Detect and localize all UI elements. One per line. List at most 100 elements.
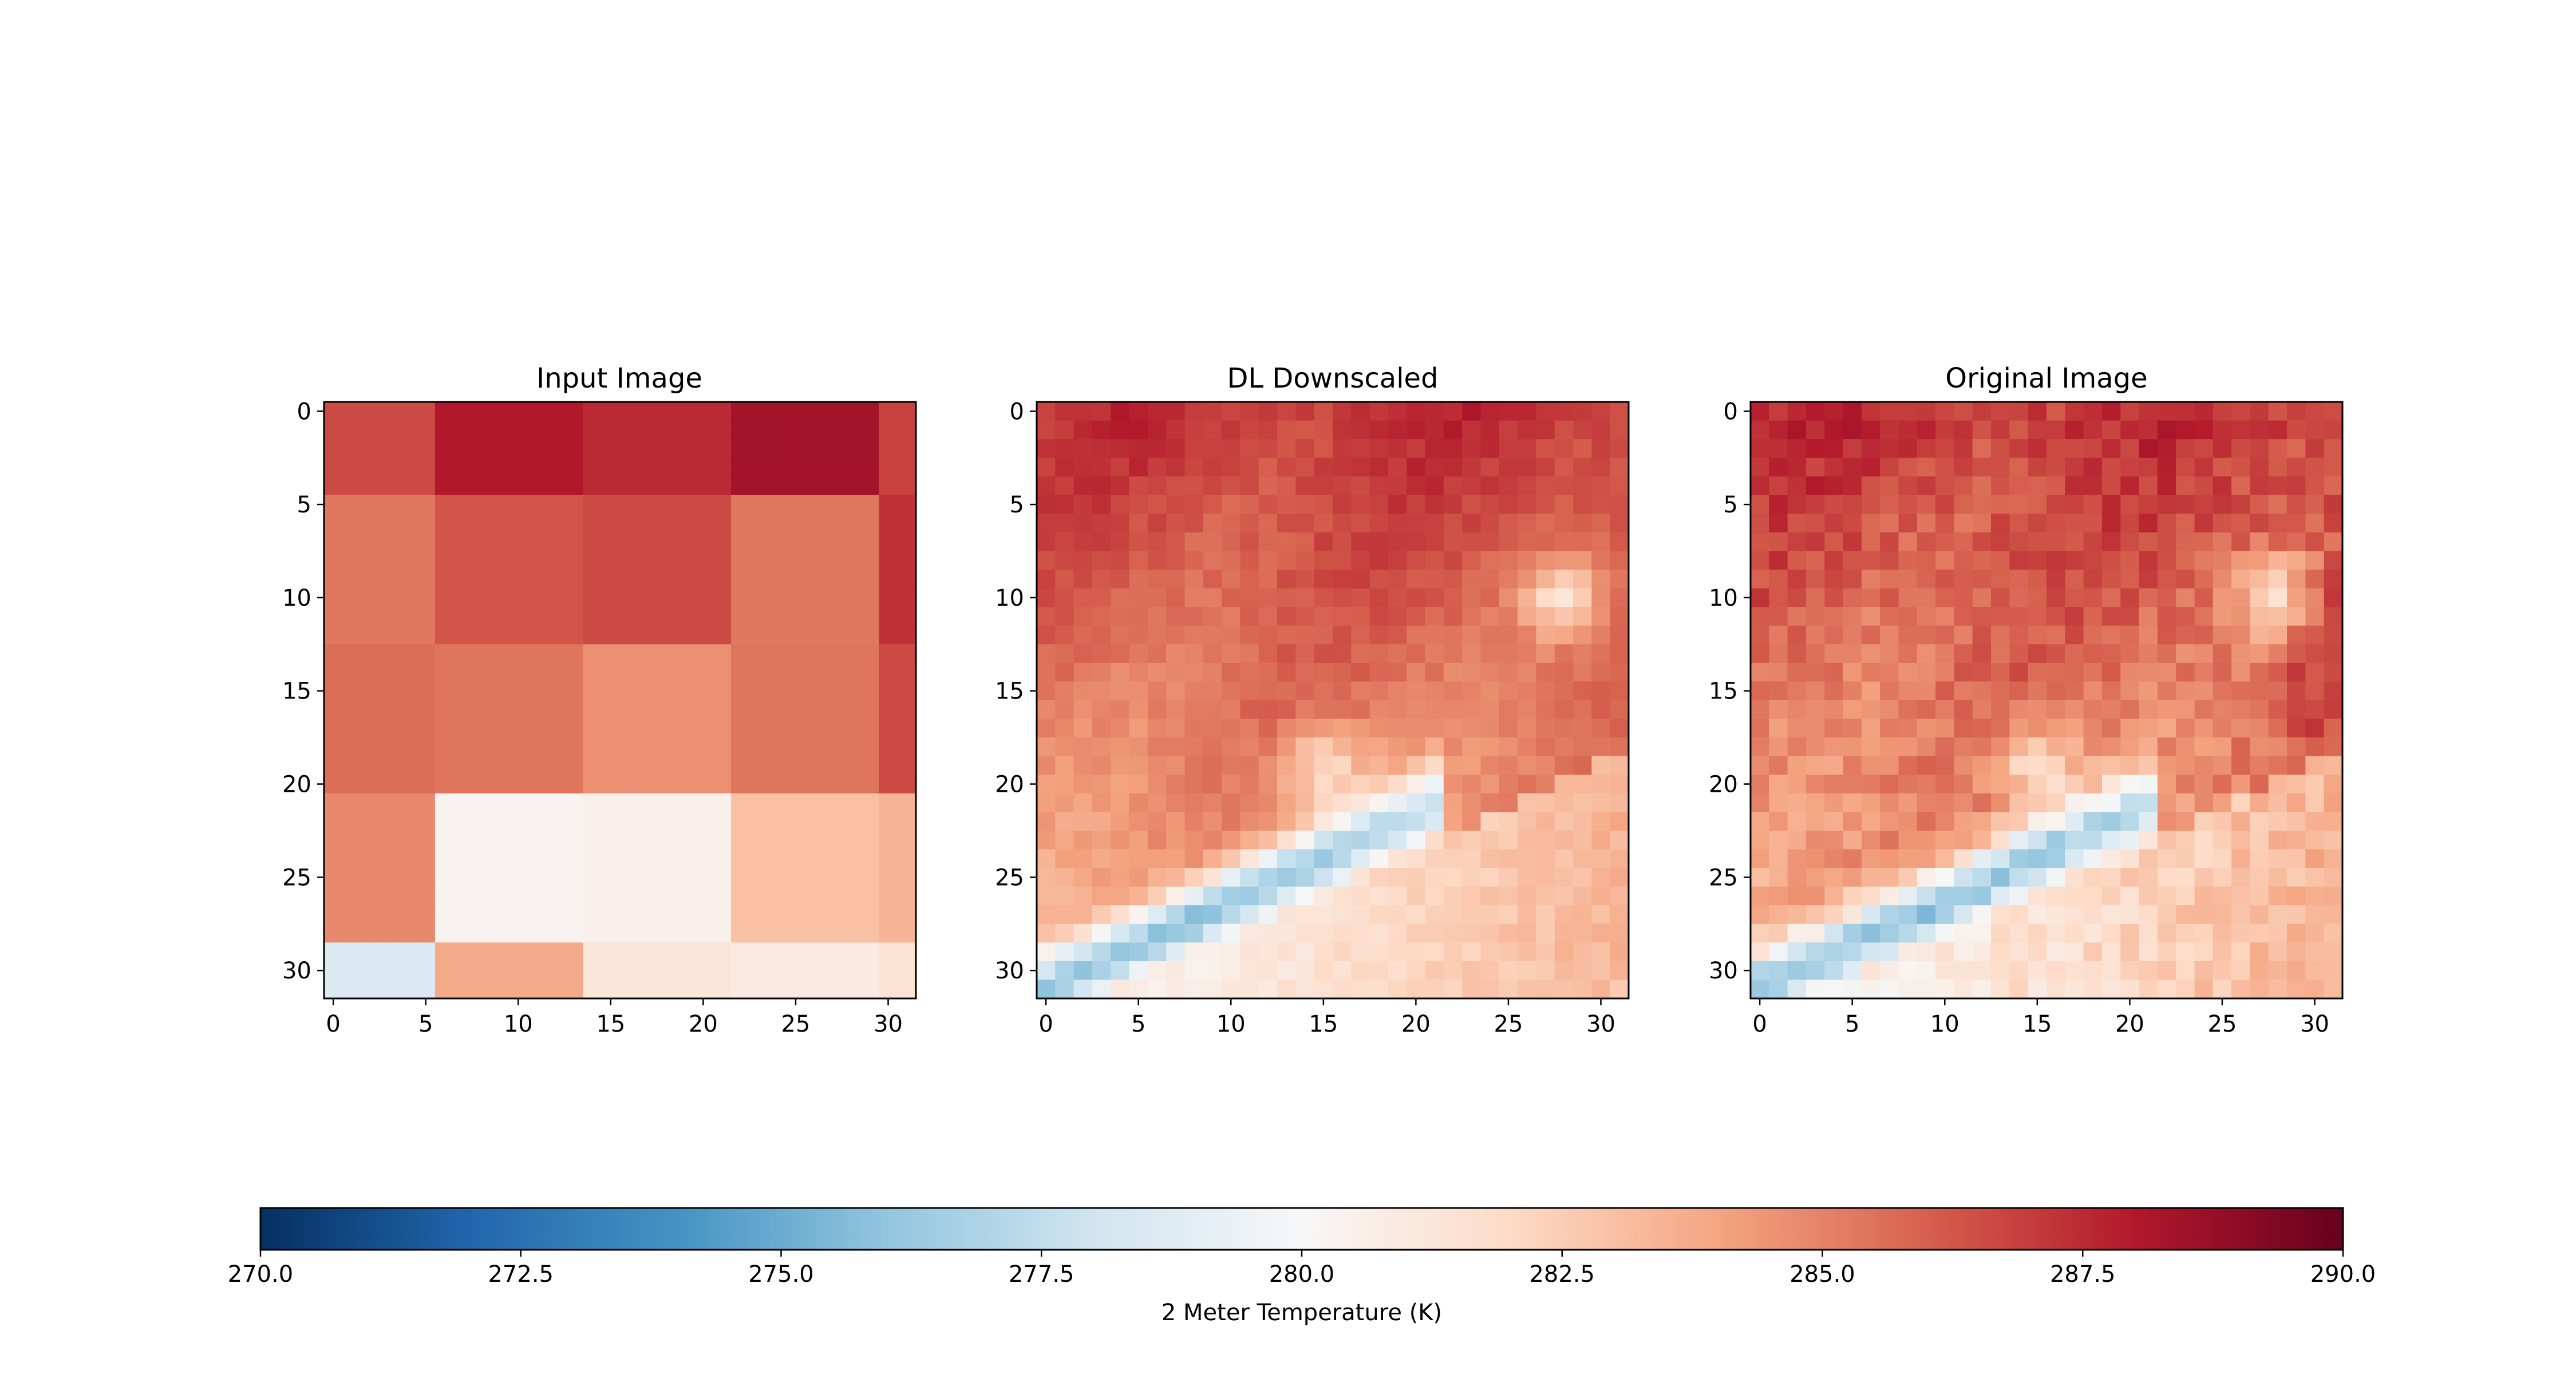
heatmap-cell <box>1861 588 1880 607</box>
heatmap-cell <box>2212 849 2232 868</box>
heatmap-cell <box>1861 923 1880 943</box>
heatmap-cell <box>1055 756 1074 775</box>
heatmap-cell <box>2176 961 2195 981</box>
heatmap-cell <box>601 625 621 645</box>
heatmap-cell <box>638 457 658 477</box>
heatmap-cell <box>453 681 473 701</box>
heatmap-cell <box>2324 905 2343 925</box>
heatmap-cell <box>2083 514 2103 533</box>
heatmap-cell <box>2157 737 2176 757</box>
heatmap-cell <box>1935 514 1955 533</box>
heatmap-cell <box>1443 551 1463 570</box>
heatmap-cell <box>805 905 824 925</box>
heatmap-cell <box>1443 514 1463 533</box>
heatmap-cell <box>324 457 343 477</box>
heatmap-cell <box>1880 588 1899 607</box>
heatmap-cell <box>1055 868 1074 887</box>
heatmap-cell <box>1898 718 1918 738</box>
heatmap-cell <box>2212 439 2232 459</box>
heatmap-cell <box>1203 923 1222 943</box>
heatmap-cell <box>1769 830 1788 850</box>
heatmap-cell <box>1277 532 1296 552</box>
heatmap-cell <box>1092 905 1111 925</box>
heatmap-cell <box>1805 700 1825 720</box>
x-tick-label: 15 <box>2022 1011 2052 1037</box>
heatmap-cell <box>1055 625 1074 645</box>
heatmap-cell <box>1443 775 1463 794</box>
heatmap-cell <box>527 662 547 682</box>
heatmap-cell <box>398 830 417 850</box>
heatmap-cell <box>657 588 676 607</box>
heatmap-cell <box>712 476 732 496</box>
heatmap-cell <box>601 775 621 794</box>
heatmap-cell <box>1769 923 1788 943</box>
heatmap-cell <box>2009 588 2029 607</box>
heatmap-cell <box>2009 700 2029 720</box>
heatmap-cell <box>1425 905 1444 925</box>
heatmap-cell <box>1769 439 1788 459</box>
heatmap-cell <box>2083 923 2103 943</box>
heatmap-cell <box>342 849 362 868</box>
heatmap-cell <box>694 457 713 477</box>
heatmap-cell <box>1037 980 1056 999</box>
heatmap-cell <box>2176 942 2195 962</box>
heatmap-cell <box>2287 420 2306 440</box>
heatmap-cell <box>324 588 343 607</box>
heatmap-cell <box>749 420 769 440</box>
heatmap-cell <box>1277 681 1296 701</box>
heatmap-cell <box>823 532 843 552</box>
heatmap-cell <box>1406 942 1426 962</box>
heatmap-cell <box>620 625 639 645</box>
heatmap-cell <box>1425 457 1444 477</box>
heatmap-cell <box>2046 644 2065 664</box>
heatmap-cell <box>583 476 602 496</box>
heatmap-cell <box>1499 514 1518 533</box>
heatmap-cell <box>2065 812 2084 831</box>
heatmap-cell <box>2212 551 2232 570</box>
heatmap-cell <box>490 812 509 831</box>
heatmap-cell <box>1573 756 1592 775</box>
heatmap-cell <box>546 793 565 812</box>
heatmap-cell <box>527 756 547 775</box>
heatmap-cell <box>1351 868 1370 887</box>
colorbar-tick-label: 270.0 <box>228 1261 294 1288</box>
heatmap-cell <box>342 662 362 682</box>
heatmap-cell <box>379 942 398 962</box>
heatmap-cell <box>1425 923 1444 943</box>
heatmap-cell <box>1480 588 1500 607</box>
heatmap-cell <box>897 662 916 682</box>
heatmap-cell <box>879 439 898 459</box>
heatmap-cell <box>805 644 824 664</box>
heatmap-cell <box>1954 756 1973 775</box>
heatmap-cell <box>1898 775 1918 794</box>
heatmap-cell <box>2305 868 2325 887</box>
heatmap-cell <box>1480 718 1500 738</box>
heatmap-cell <box>546 439 565 459</box>
heatmap-cell <box>361 980 380 999</box>
heatmap-cell <box>657 607 676 626</box>
heatmap-cell <box>1184 961 1204 981</box>
heatmap-cell <box>1388 886 1407 906</box>
heatmap-cell <box>1591 718 1611 738</box>
heatmap-cell <box>1843 625 1862 645</box>
heatmap-cell <box>1610 588 1629 607</box>
heatmap-cell <box>1935 868 1955 887</box>
heatmap-cell <box>1591 812 1611 831</box>
heatmap-cell <box>1591 625 1611 645</box>
heatmap-cell <box>1240 402 1259 421</box>
heatmap-cell <box>509 961 528 981</box>
heatmap-cell <box>897 980 916 999</box>
heatmap-cell <box>2028 775 2047 794</box>
heatmap-cell <box>749 980 769 999</box>
heatmap-cell <box>1843 607 1862 626</box>
heatmap-cell <box>1554 961 1574 981</box>
heatmap-cell <box>379 607 398 626</box>
heatmap-cell <box>1184 756 1204 775</box>
heatmap-cell <box>2212 942 2232 962</box>
heatmap-cell <box>1092 961 1111 981</box>
heatmap-cell <box>1055 570 1074 589</box>
heatmap-cell <box>1314 644 1333 664</box>
heatmap-cell <box>1824 439 1844 459</box>
heatmap-cell <box>490 793 509 812</box>
